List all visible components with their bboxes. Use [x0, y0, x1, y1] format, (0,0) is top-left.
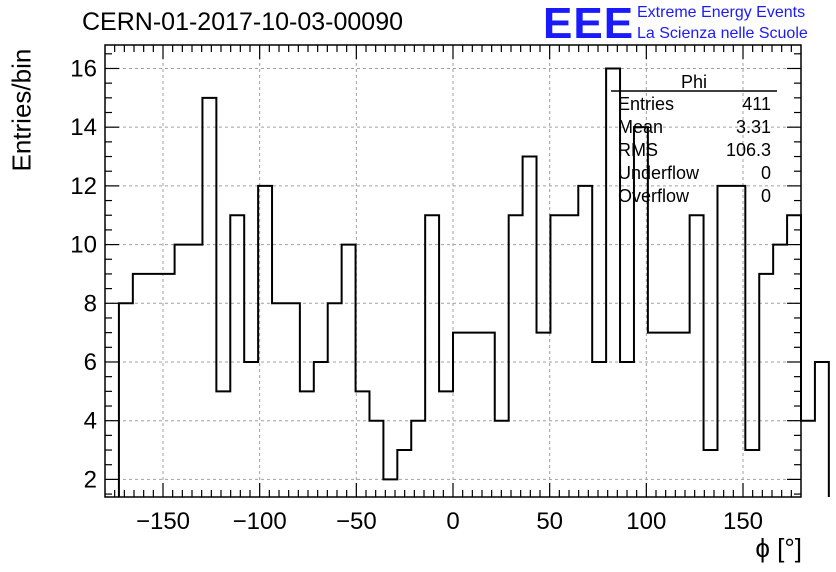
histogram-bar [759, 274, 773, 497]
grid-lines [105, 45, 801, 497]
histogram-bar [230, 215, 244, 497]
histogram-bar [745, 450, 759, 497]
histogram-bar [119, 303, 133, 497]
y-tick-label: 16 [70, 55, 97, 82]
histogram-bar [787, 215, 801, 497]
histogram-bar [690, 215, 704, 497]
histogram-bar [578, 186, 592, 497]
y-tick-label: 2 [84, 466, 97, 493]
histogram-bar [662, 333, 676, 497]
histogram-bar [202, 98, 216, 497]
histogram-bar [717, 186, 731, 497]
histogram-bar [815, 362, 829, 497]
histogram-bar [286, 303, 300, 497]
histogram-bar [161, 274, 175, 497]
histogram-bar [801, 421, 815, 497]
x-tick-label: −150 [136, 508, 190, 535]
histogram-bar [244, 362, 258, 497]
histogram-bar [314, 362, 328, 497]
histogram-bar [425, 215, 439, 497]
histogram-bar [592, 362, 606, 497]
histogram-bar [411, 421, 425, 497]
histogram-bar [175, 245, 189, 497]
stats-row-label: Mean [618, 117, 663, 137]
eee-logo: EEE [543, 0, 635, 48]
histogram-bar [509, 215, 523, 497]
histogram-bar [676, 333, 690, 497]
histogram-bar [564, 215, 578, 497]
stats-row-label: Entries [618, 94, 674, 114]
x-tick-label: 0 [446, 508, 459, 535]
x-tick-label: −100 [233, 508, 287, 535]
histogram-bar [342, 245, 356, 497]
x-tick-label: −50 [336, 508, 377, 535]
y-tick-label: 14 [70, 114, 97, 141]
stats-row-value: 106.3 [726, 140, 771, 160]
y-tick-label: 12 [70, 173, 97, 200]
histogram-bar [467, 333, 481, 497]
histogram-bar [189, 245, 203, 497]
y-tick-label: 8 [84, 290, 97, 317]
histogram-bar [439, 391, 453, 497]
tick-labels: −150 −100 −50 0 50 100 150 2 4 6 8 10 12 14 16 [70, 55, 763, 535]
histogram-bar [620, 362, 634, 497]
chart-title: CERN-01-2017-10-03-00090 [82, 8, 404, 36]
histogram-bar [453, 333, 467, 497]
stats-box-title: Phi [681, 72, 707, 92]
y-tick-label: 10 [70, 232, 97, 259]
stats-row-value: 3.31 [736, 117, 771, 137]
x-tick-label: 50 [536, 508, 563, 535]
histogram-outline [117, 67, 830, 497]
logo-subtitle-line2: La Scienza nelle Scuole [637, 25, 808, 42]
histogram-bars [119, 68, 829, 497]
y-tick-label: 6 [84, 349, 97, 376]
histogram-bar [495, 421, 509, 497]
histogram-bar [328, 303, 342, 497]
stats-row-value: 0 [761, 163, 771, 183]
stats-row-label: RMS [618, 140, 658, 160]
histogram-bar [147, 274, 161, 497]
x-tick-label: 150 [723, 508, 763, 535]
x-axis-label: ϕ [°] [755, 533, 802, 563]
histogram-bar [356, 391, 370, 497]
histogram-bar [648, 333, 662, 497]
histogram-bar [133, 274, 147, 497]
histogram-bar [258, 186, 272, 497]
histogram-bar [523, 157, 537, 497]
stats-row-value: 0 [761, 186, 771, 206]
stats-box: Phi Entries 411 Mean 3.31 RMS 106.3 Underflow 0 O… [611, 72, 777, 206]
histogram-bar [550, 215, 564, 497]
y-tick-label: 4 [84, 408, 97, 435]
histogram-bar [537, 333, 551, 497]
histogram-bar [272, 303, 286, 497]
logo-subtitle-line1: Extreme Energy Events [637, 4, 806, 21]
histogram-bar [300, 391, 314, 497]
x-tick-label: 100 [626, 508, 666, 535]
histogram-bar [773, 245, 787, 497]
histogram-bar [397, 450, 411, 497]
stats-row-label: Overflow [618, 186, 690, 206]
histogram-bar [481, 333, 495, 497]
stats-row-value: 411 [742, 94, 771, 114]
stats-row-label: Underflow [618, 163, 700, 183]
histogram-bar [704, 450, 718, 497]
histogram-bar [369, 421, 383, 497]
axes [104, 44, 802, 498]
histogram-bar [216, 391, 230, 497]
